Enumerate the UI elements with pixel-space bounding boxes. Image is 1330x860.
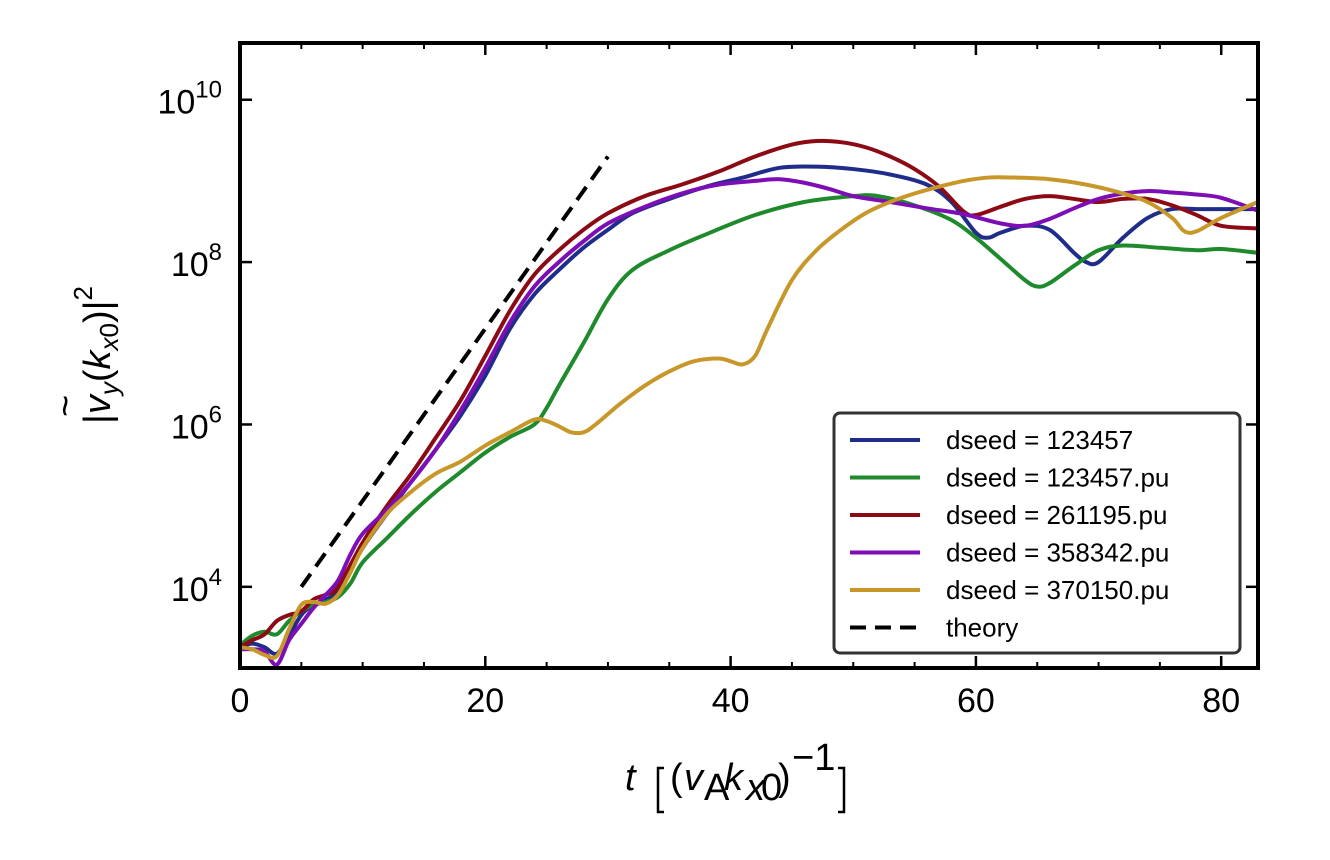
- legend: dseed = 123457 dseed = 123457.pu dseed = 2…: [832, 411, 1242, 655]
- svg-text:): ): [778, 757, 791, 799]
- y-tick-label: 104: [171, 564, 222, 609]
- series-layer: [240, 138, 1258, 667]
- x-axis-label: t ( v A k x 0 ) −1: [625, 737, 846, 814]
- x-tick-label: 80: [1202, 682, 1240, 720]
- legend-label-3: dseed = 358342.pu: [946, 538, 1169, 568]
- y-axis-label: |vy(kx0)|2: [68, 286, 124, 424]
- legend-label-2: dseed = 261195.pu: [946, 500, 1167, 530]
- y-axis-label-tilde: ~: [45, 395, 87, 417]
- svg-text:(: (: [670, 757, 683, 799]
- legend-label-1: dseed = 123457.pu: [946, 463, 1169, 493]
- svg-text:A: A: [704, 767, 730, 809]
- svg-text:k: k: [724, 757, 745, 799]
- series-line-3: [240, 177, 1258, 667]
- legend-label-4: dseed = 370150.pu: [946, 575, 1169, 605]
- series-line-5: [299, 155, 610, 588]
- legend-label-5: theory: [946, 613, 1018, 643]
- y-tick-label: 106: [171, 401, 222, 446]
- plot-frame: [238, 41, 1260, 670]
- svg-text:t: t: [625, 757, 637, 799]
- y-axis-ticks: 104 106 108 1010: [157, 77, 1258, 609]
- svg-text:x: x: [744, 767, 767, 809]
- series-line-4: [240, 175, 1258, 660]
- legend-label-0: dseed = 123457: [946, 425, 1133, 455]
- svg-text:−1: −1: [792, 737, 835, 779]
- x-tick-label: 60: [957, 682, 995, 720]
- x-tick-label: 40: [712, 682, 750, 720]
- svg-text:0: 0: [761, 767, 782, 809]
- legend-box: [832, 411, 1242, 655]
- x-tick-label: 0: [231, 682, 250, 720]
- y-tick-label: 1010: [157, 77, 222, 122]
- x-axis-ticks: 0 20 40 60 80: [231, 43, 1240, 720]
- y-tick-label: 108: [171, 239, 222, 284]
- x-tick-label: 20: [466, 682, 504, 720]
- svg-text:v: v: [684, 757, 705, 799]
